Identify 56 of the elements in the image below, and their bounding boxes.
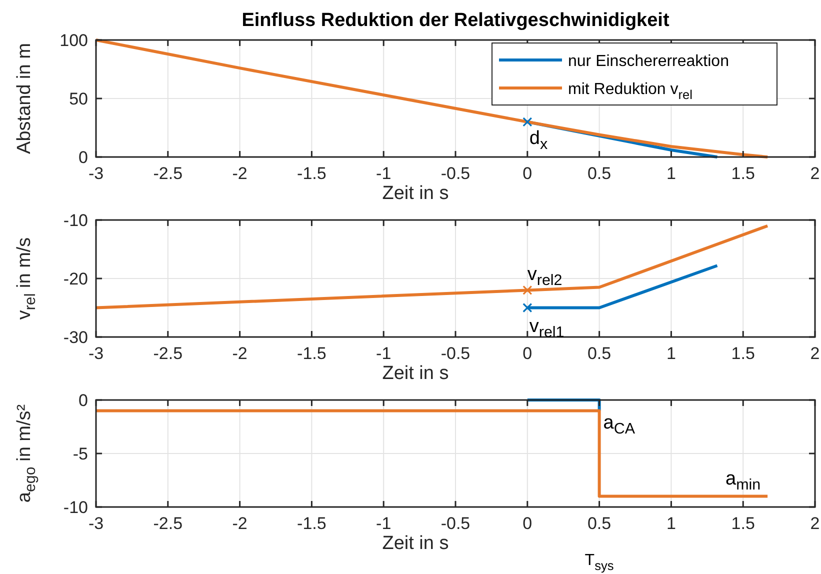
x-axis-title: Zeit in s — [382, 363, 449, 384]
x-tick-label: -3 — [88, 164, 104, 183]
x-tick-label: 0.5 — [587, 514, 612, 533]
x-tick-label: -1.5 — [297, 344, 326, 363]
line-series — [94, 224, 770, 310]
x-tick-label: 1 — [666, 164, 676, 183]
x-axis-title: Zeit in s — [382, 183, 449, 204]
x-tick-label: 1.5 — [731, 164, 755, 183]
x-tick-label: 2 — [810, 344, 820, 363]
y-tick-label: 100 — [60, 31, 88, 50]
y-tick-label: -10 — [63, 211, 88, 230]
annotation: d$_{x}$ — [529, 128, 548, 154]
x-tick-label: -3 — [88, 344, 104, 363]
x-tick-label: -2 — [232, 164, 248, 183]
x-tick-label: -2 — [232, 514, 248, 533]
x-tick-label: 2 — [810, 514, 820, 533]
x-axis-title: Zeit in s — [382, 533, 449, 554]
legend-label: nur Einschererreaktion — [568, 53, 729, 70]
x-tick-label: -1.5 — [297, 164, 326, 183]
x-tick-label: -1 — [376, 514, 392, 533]
annotation: v$_{rel2}$ — [527, 264, 562, 290]
x-tick-label: 0 — [522, 344, 532, 363]
x-tick-label: 0.5 — [587, 164, 612, 183]
y-tick-label: 50 — [69, 90, 88, 108]
y-tick-label: -20 — [63, 270, 88, 288]
y-axis-title: Abstand in m — [14, 43, 35, 154]
x-tick-label: -0.5 — [440, 164, 470, 183]
y-tick-label: -30 — [63, 328, 88, 347]
line-series — [94, 38, 770, 158]
annotation: a$_{CA}$ — [603, 412, 636, 438]
y-tick-label: -5 — [72, 444, 88, 464]
y-tick-label: 0 — [78, 148, 88, 167]
x-tick-label: -2.5 — [153, 344, 183, 363]
chart-title: Einfluss Reduktion der Relativgeschwinidigkeit — [242, 10, 670, 31]
x-tick-label: 0 — [522, 164, 532, 183]
legend-label: mit Reduktion v$_{rel}$ — [568, 81, 692, 102]
x-tick-label: -1.5 — [297, 514, 326, 533]
x-tick-label: 1.5 — [731, 344, 755, 363]
x-tick-label: -2.5 — [153, 164, 183, 183]
x-tick-label: 2 — [810, 164, 820, 183]
text: T$_{sys}$ — [584, 552, 614, 573]
x-tick-label: -0.5 — [440, 344, 470, 363]
x-tick-label: -2 — [232, 344, 248, 363]
x-tick-label: 0 — [522, 514, 532, 533]
x-tick-label: 1.5 — [731, 514, 755, 533]
x-tick-label: -1 — [376, 164, 392, 183]
x-tick-label: -3 — [88, 514, 104, 533]
x-tick-label: 1 — [666, 514, 676, 533]
x-tick-label: -0.5 — [440, 514, 470, 533]
annotation: a$_{min}$ — [726, 468, 761, 494]
x-tick-label: -2.5 — [153, 514, 183, 533]
x-tick-label: 0.5 — [587, 344, 612, 363]
y-tick-label: -10 — [63, 498, 88, 517]
y-tick-label: 0 — [78, 391, 88, 410]
x-tick-label: -1 — [376, 344, 392, 363]
x-tick-label: 1 — [666, 344, 676, 363]
